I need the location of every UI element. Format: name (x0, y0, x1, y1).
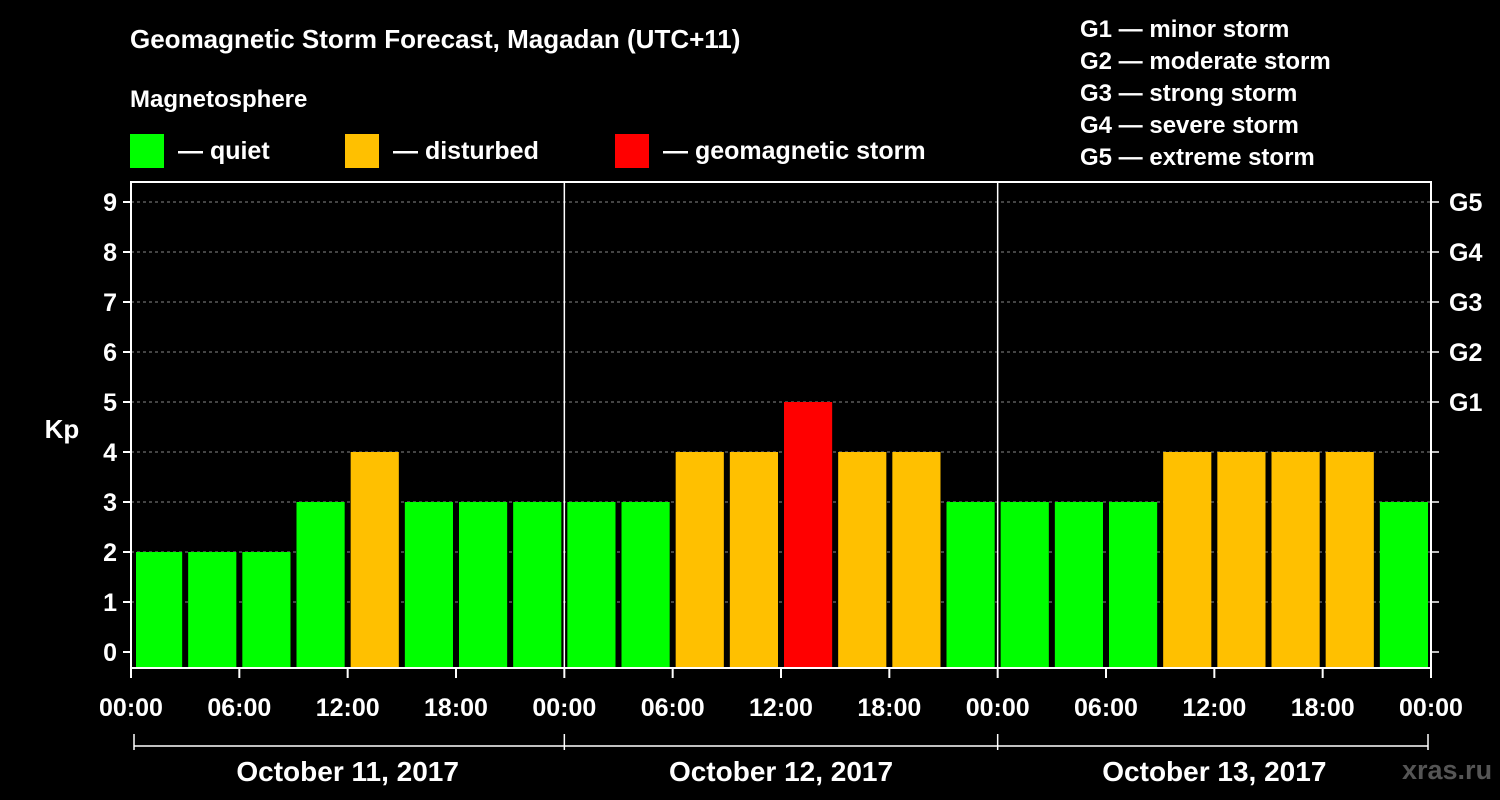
y-tick-label: 3 (103, 489, 117, 517)
g-scale-label: G1 (1449, 389, 1482, 417)
y-tick-label: 1 (103, 589, 117, 617)
storm-scale-g5: G5 — extreme storm (1080, 144, 1315, 171)
kp-bar (459, 502, 508, 668)
day-label: October 11, 2017 (236, 756, 459, 787)
kp-bar (729, 452, 778, 668)
day-label: October 12, 2017 (669, 756, 893, 787)
y-tick-label: 9 (103, 189, 117, 217)
g-scale-label: G2 (1449, 339, 1482, 367)
kp-bar (350, 452, 399, 668)
legend-item-storm: — geomagnetic storm (615, 134, 926, 168)
legend-label-storm: — geomagnetic storm (663, 136, 926, 165)
kp-bar (136, 552, 183, 668)
kp-bar (296, 502, 345, 668)
g-scale-label: G3 (1449, 289, 1482, 317)
kp-bar (1163, 452, 1212, 668)
y-tick-label: 2 (103, 539, 117, 567)
legend-label-disturbed: — disturbed (393, 136, 539, 165)
y-axis-label: Kp (45, 414, 80, 444)
legend-item-disturbed: — disturbed (345, 134, 539, 168)
legend-swatch-disturbed (345, 134, 379, 168)
kp-bar (675, 452, 724, 668)
legend-item-quiet: — quiet (130, 134, 270, 168)
x-tick-label: 00:00 (532, 694, 596, 722)
x-tick-label: 06:00 (641, 694, 705, 722)
y-tick-label: 7 (103, 289, 117, 317)
x-tick-label: 12:00 (749, 694, 813, 722)
storm-scale-g3: G3 — strong storm (1080, 80, 1298, 107)
day-label: October 13, 2017 (1102, 756, 1326, 787)
storm-scale-g2: G2 — moderate storm (1080, 48, 1331, 75)
legend-subtitle: Magnetosphere (130, 86, 308, 113)
x-tick-label: 12:00 (316, 694, 380, 722)
kp-bar (1054, 502, 1103, 668)
storm-scale-g4: G4 — severe storm (1080, 112, 1299, 139)
chart-title: Geomagnetic Storm Forecast, Magadan (UTC… (130, 24, 741, 54)
kp-bar (513, 502, 562, 668)
kp-bar (892, 452, 941, 668)
kp-bar (242, 552, 291, 668)
kp-bar (946, 502, 995, 668)
g-scale-label: G5 (1449, 189, 1482, 217)
kp-bar (1379, 502, 1428, 668)
legend-label-quiet: — quiet (178, 136, 270, 165)
x-tick-label: 00:00 (1399, 694, 1463, 722)
y-tick-label: 0 (103, 639, 117, 667)
x-tick-label: 06:00 (207, 694, 271, 722)
kp-bar (1109, 502, 1158, 668)
storm-scale-g1: G1 — minor storm (1080, 16, 1290, 43)
kp-bar (404, 502, 453, 668)
kp-bar (1217, 452, 1266, 668)
g-scale-label: G4 (1449, 239, 1482, 267)
x-tick-label: 00:00 (966, 694, 1030, 722)
y-tick-label: 6 (103, 339, 117, 367)
x-tick-label: 18:00 (857, 694, 921, 722)
storm-scale-legend: G1 — minor storm G2 — moderate storm G3 … (1080, 14, 1331, 174)
kp-bar (188, 552, 237, 668)
legend-swatch-storm (615, 134, 649, 168)
y-tick-label: 4 (103, 439, 117, 467)
y-tick-label: 8 (103, 239, 117, 267)
kp-bar (838, 452, 887, 668)
kp-bar (567, 502, 616, 668)
y-tick-label: 5 (103, 389, 117, 417)
kp-bar (1271, 452, 1320, 668)
x-tick-label: 00:00 (99, 694, 163, 722)
kp-bar (1000, 502, 1049, 668)
legend-swatch-quiet (130, 134, 164, 168)
x-tick-label: 18:00 (1291, 694, 1355, 722)
x-tick-label: 18:00 (424, 694, 488, 722)
x-tick-label: 06:00 (1074, 694, 1138, 722)
kp-bar (621, 502, 670, 668)
x-tick-label: 12:00 (1182, 694, 1246, 722)
kp-bar (784, 402, 833, 668)
watermark: xras.ru (1402, 755, 1493, 785)
kp-bar (1325, 452, 1374, 668)
